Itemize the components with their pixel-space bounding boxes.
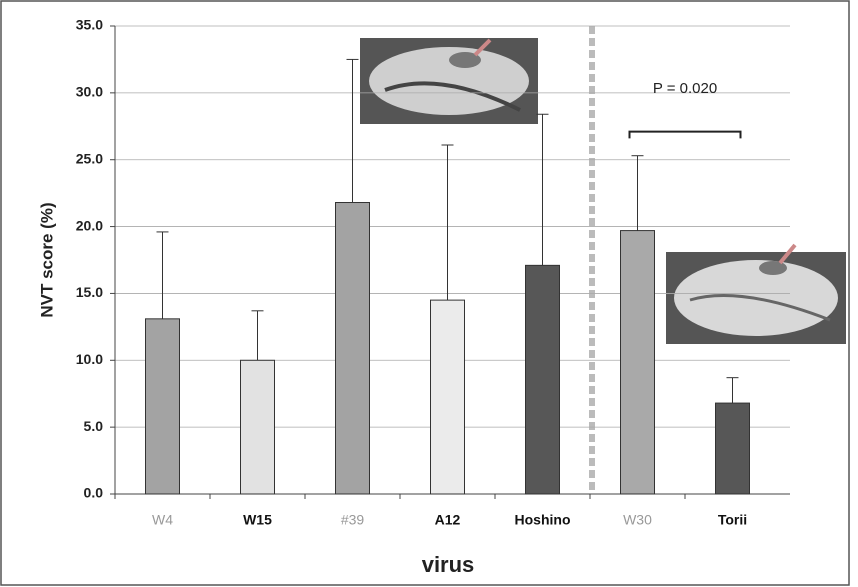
inset-image <box>360 38 538 124</box>
x-tick-label: W4 <box>152 512 173 528</box>
bar <box>526 265 560 494</box>
chart: NVT score (%) virus 0.0 5.0 10.0 15.0 20.0 25… <box>0 0 858 587</box>
inset-image <box>666 245 846 344</box>
y-tick-label: 10.0 <box>76 351 103 367</box>
bar <box>336 203 370 494</box>
x-tick-label: Torii <box>718 512 747 528</box>
x-tick-label: Hoshino <box>515 512 571 528</box>
x-tick-label: #39 <box>341 512 365 528</box>
y-tick-label: 20.0 <box>76 217 103 233</box>
bar <box>621 231 655 494</box>
y-tick-label: 15.0 <box>76 284 103 300</box>
x-axis-label: virus <box>422 552 475 577</box>
bar <box>716 403 750 494</box>
y-tick-label: 25.0 <box>76 150 103 166</box>
bar <box>431 300 465 494</box>
y-axis-label: NVT score (%) <box>37 202 56 317</box>
y-tick-label: 30.0 <box>76 84 103 100</box>
bar <box>146 319 180 494</box>
y-tick-label: 35.0 <box>76 17 103 33</box>
annotation: P = 0.020 <box>653 80 717 97</box>
bar <box>241 360 275 494</box>
y-tick-label: 0.0 <box>84 485 104 501</box>
x-tick-label: W15 <box>243 512 272 528</box>
x-tick-label: W30 <box>623 512 652 528</box>
y-tick-label: 5.0 <box>84 418 104 434</box>
x-tick-label: A12 <box>435 512 461 528</box>
